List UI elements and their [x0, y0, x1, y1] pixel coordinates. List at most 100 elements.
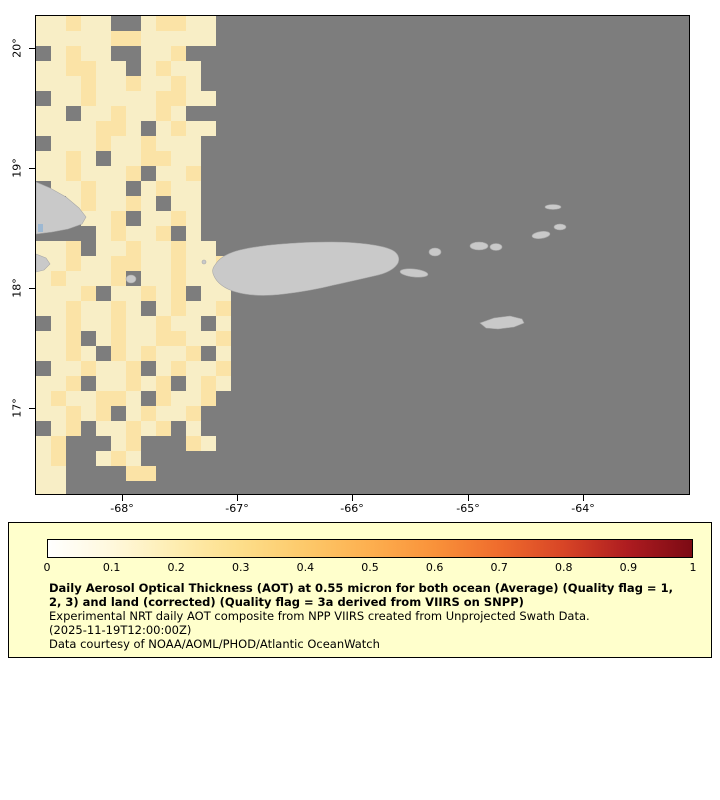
aot-cell — [96, 406, 111, 421]
aot-cell — [36, 436, 51, 451]
aot-cell — [126, 436, 141, 451]
aot-cell — [171, 136, 186, 151]
aot-cell — [186, 211, 201, 226]
aot-cell — [111, 361, 126, 376]
aot-cell — [51, 106, 66, 121]
aot-cell — [96, 451, 111, 466]
aot-cell — [186, 346, 201, 361]
aot-cell — [171, 106, 186, 121]
aot-cell — [111, 316, 126, 331]
aot-cell — [51, 451, 66, 466]
st-thomas-island — [469, 241, 489, 251]
aot-cell — [186, 121, 201, 136]
aot-cell — [66, 331, 81, 346]
aot-cell — [186, 436, 201, 451]
aot-cell — [51, 331, 66, 346]
x-tick-mark — [352, 495, 353, 501]
aot-cell — [51, 361, 66, 376]
aot-cell — [51, 346, 66, 361]
aot-cell — [81, 76, 96, 91]
aot-cell — [96, 271, 111, 286]
aot-cell — [66, 256, 81, 271]
aot-cell — [171, 391, 186, 406]
aot-cell — [156, 256, 171, 271]
aot-cell — [126, 76, 141, 91]
aot-cell — [111, 196, 126, 211]
aot-cell — [186, 151, 201, 166]
aot-cell — [66, 346, 81, 361]
aot-cell — [126, 91, 141, 106]
aot-cell — [201, 361, 216, 376]
aot-cell — [81, 106, 96, 121]
aot-cell — [51, 241, 66, 256]
aot-cell — [156, 46, 171, 61]
aot-cell — [81, 181, 96, 196]
aot-cell — [96, 136, 111, 151]
aot-cell — [186, 301, 201, 316]
desecheo-island — [201, 259, 207, 265]
colorbar-tick-label: 0.8 — [555, 561, 573, 574]
aot-cell — [111, 136, 126, 151]
aot-cell — [126, 361, 141, 376]
aot-cell — [96, 31, 111, 46]
aot-cell — [81, 46, 96, 61]
aot-cell — [126, 241, 141, 256]
puerto-rico-landmass — [212, 241, 400, 296]
caption-title: Daily Aerosol Optical Thickness (AOT) at… — [49, 581, 673, 610]
aot-cell — [111, 31, 126, 46]
aot-cell — [81, 346, 96, 361]
aot-cell — [36, 106, 51, 121]
aot-cell — [201, 16, 216, 31]
st-croix-island — [479, 315, 525, 330]
aot-cell — [81, 391, 96, 406]
aot-cell — [126, 346, 141, 361]
aot-cell — [111, 331, 126, 346]
aot-cell — [156, 421, 171, 436]
aot-cell — [156, 181, 171, 196]
aot-pixel-grid — [36, 16, 689, 494]
hispaniola-coast-fragment — [36, 253, 51, 273]
aot-cell — [201, 436, 216, 451]
aot-cell — [111, 436, 126, 451]
aot-cell — [171, 61, 186, 76]
aot-cell — [201, 376, 216, 391]
aot-cell — [66, 151, 81, 166]
aot-cell — [36, 346, 51, 361]
aot-cell — [141, 211, 156, 226]
aot-cell — [81, 166, 96, 181]
aot-cell — [141, 46, 156, 61]
aot-cell — [141, 241, 156, 256]
tortola-island — [531, 231, 551, 239]
aot-cell — [186, 241, 201, 256]
aot-cell — [156, 301, 171, 316]
aot-cell — [141, 151, 156, 166]
aot-cell — [141, 466, 156, 481]
aot-cell — [96, 196, 111, 211]
aot-cell — [126, 391, 141, 406]
aot-cell — [201, 91, 216, 106]
caption-line2: Experimental NRT daily AOT composite fro… — [49, 609, 590, 624]
aot-cell — [126, 106, 141, 121]
aot-cell — [66, 316, 81, 331]
aot-cell — [66, 31, 81, 46]
aot-cell — [66, 16, 81, 31]
aot-cell — [126, 286, 141, 301]
aot-cell — [156, 61, 171, 76]
aot-cell — [186, 421, 201, 436]
aot-cell — [111, 286, 126, 301]
y-tick-mark — [29, 288, 35, 289]
aot-cell — [66, 121, 81, 136]
aot-cell — [51, 391, 66, 406]
aot-cell — [81, 286, 96, 301]
aot-cell — [186, 31, 201, 46]
colorbar-tick-label: 0.4 — [296, 561, 315, 574]
caption-line4: Data courtesy of NOAA/AOML/PHOD/Atlantic… — [49, 637, 380, 652]
aot-cell — [201, 301, 216, 316]
aot-cell — [171, 151, 186, 166]
aot-cell — [111, 76, 126, 91]
aot-cell — [126, 466, 141, 481]
aot-cell — [36, 61, 51, 76]
aot-cell — [51, 136, 66, 151]
aot-cell — [141, 91, 156, 106]
